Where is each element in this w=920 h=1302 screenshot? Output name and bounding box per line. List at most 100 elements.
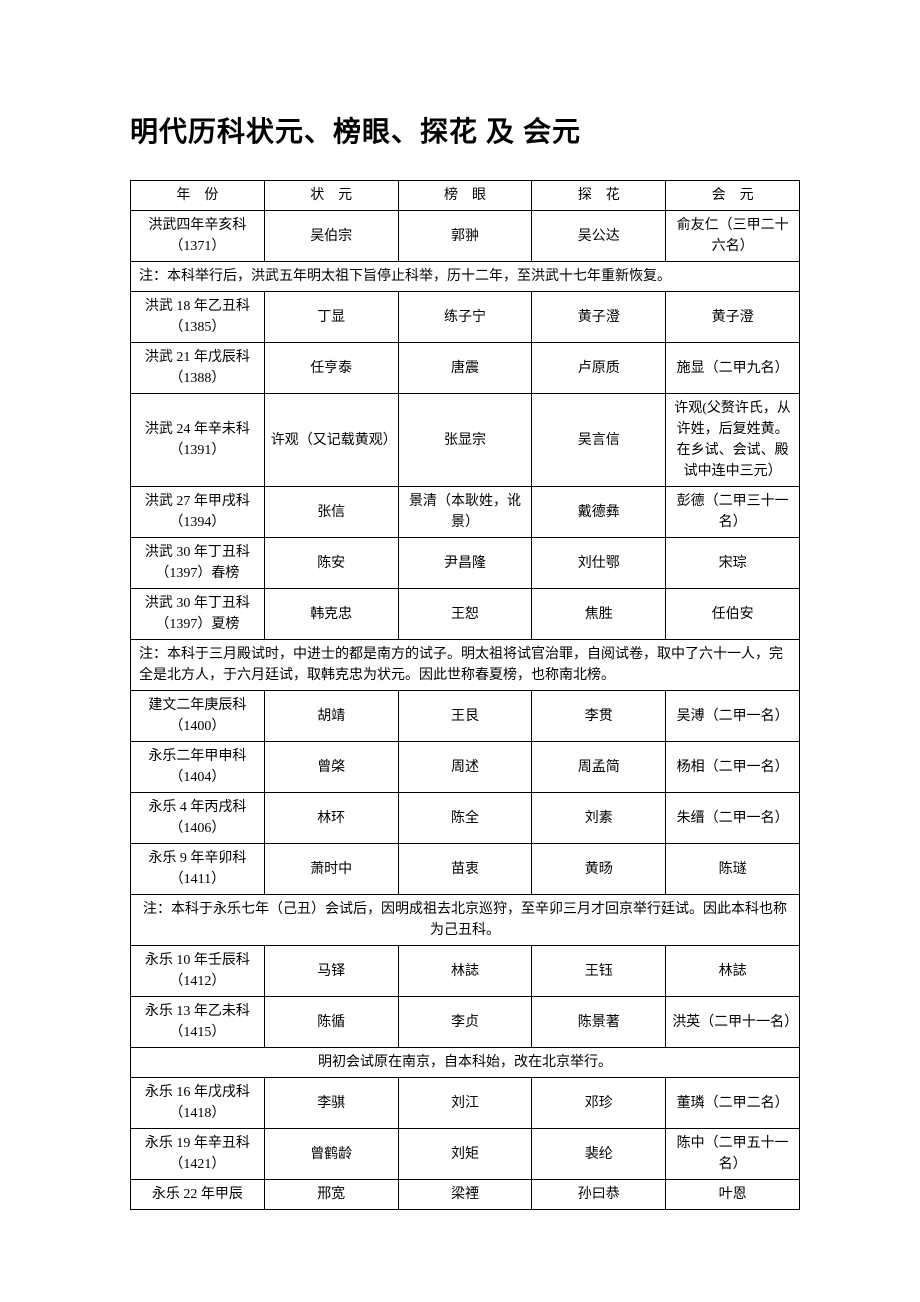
cell-tanhua: 陈景著	[532, 997, 666, 1048]
cell-bangyan: 郭翀	[398, 211, 532, 262]
table-row: 洪武 30 年丁丑科（1397）春榜陈安尹昌隆刘仕鄂宋琮	[131, 538, 800, 589]
cell-huiyuan: 叶恩	[666, 1180, 800, 1210]
cell-tanhua: 李贯	[532, 691, 666, 742]
cell-bangyan: 周述	[398, 742, 532, 793]
cell-year: 永乐 13 年乙未科（1415）	[131, 997, 265, 1048]
cell-huiyuan: 任伯安	[666, 589, 800, 640]
cell-zhuangyuan: 韩克忠	[264, 589, 398, 640]
cell-huiyuan: 施显（二甲九名）	[666, 343, 800, 394]
cell-zhuangyuan: 陈安	[264, 538, 398, 589]
cell-huiyuan: 宋琮	[666, 538, 800, 589]
cell-bangyan: 刘江	[398, 1078, 532, 1129]
table-row: 永乐二年甲申科（1404）曾棨周述周孟简杨相（二甲一名）	[131, 742, 800, 793]
cell-zhuangyuan: 曾鹤龄	[264, 1129, 398, 1180]
note-cell: 注：本科于永乐七年（己丑）会试后，因明成祖去北京巡狩，至辛卯三月才回京举行廷试。…	[131, 895, 800, 946]
cell-year: 洪武 24 年辛未科（1391）	[131, 394, 265, 487]
cell-bangyan: 唐震	[398, 343, 532, 394]
table-row: 明初会试原在南京，自本科始，改在北京举行。	[131, 1048, 800, 1078]
table-row: 注：本科举行后，洪武五年明太祖下旨停止科举，历十二年，至洪武十七年重新恢复。	[131, 262, 800, 292]
cell-bangyan: 景清（本耿姓，讹景）	[398, 487, 532, 538]
table-row: 永乐 9 年辛卯科（1411）萧时中苗衷黄旸陈璲	[131, 844, 800, 895]
cell-year: 永乐 4 年丙戌科（1406）	[131, 793, 265, 844]
table-row: 永乐 19 年辛丑科（1421）曾鹤龄刘矩裴纶陈中（二甲五十一名）	[131, 1129, 800, 1180]
cell-year: 洪武 18 年乙丑科（1385）	[131, 292, 265, 343]
cell-bangyan: 王恕	[398, 589, 532, 640]
cell-huiyuan: 董璘（二甲二名）	[666, 1078, 800, 1129]
table-row: 永乐 10 年壬辰科（1412）马铎林誌王钰林誌	[131, 946, 800, 997]
cell-tanhua: 孙曰恭	[532, 1180, 666, 1210]
cell-tanhua: 邓珍	[532, 1078, 666, 1129]
page-title: 明代历科状元、榜眼、探花 及 会元	[130, 110, 800, 150]
cell-tanhua: 裴纶	[532, 1129, 666, 1180]
cell-huiyuan: 陈璲	[666, 844, 800, 895]
cell-bangyan: 苗衷	[398, 844, 532, 895]
cell-year: 永乐二年甲申科（1404）	[131, 742, 265, 793]
cell-tanhua: 戴德彝	[532, 487, 666, 538]
cell-tanhua: 吴公达	[532, 211, 666, 262]
cell-year: 永乐 9 年辛卯科（1411）	[131, 844, 265, 895]
cell-huiyuan: 洪英（二甲十一名）	[666, 997, 800, 1048]
cell-zhuangyuan: 胡靖	[264, 691, 398, 742]
cell-huiyuan: 林誌	[666, 946, 800, 997]
cell-zhuangyuan: 林环	[264, 793, 398, 844]
cell-bangyan: 张显宗	[398, 394, 532, 487]
cell-year: 洪武 30 年丁丑科（1397）夏榜	[131, 589, 265, 640]
cell-year: 永乐 10 年壬辰科（1412）	[131, 946, 265, 997]
cell-zhuangyuan: 任亨泰	[264, 343, 398, 394]
cell-bangyan: 练子宁	[398, 292, 532, 343]
cell-tanhua: 黄旸	[532, 844, 666, 895]
cell-bangyan: 刘矩	[398, 1129, 532, 1180]
cell-tanhua: 刘素	[532, 793, 666, 844]
header-huiyuan: 会 元	[666, 181, 800, 211]
table-row: 洪武 18 年乙丑科（1385）丁显练子宁黄子澄黄子澄	[131, 292, 800, 343]
note-cell: 明初会试原在南京，自本科始，改在北京举行。	[131, 1048, 800, 1078]
cell-zhuangyuan: 张信	[264, 487, 398, 538]
table-row: 永乐 16 年戊戌科（1418）李骐刘江邓珍董璘（二甲二名）	[131, 1078, 800, 1129]
cell-tanhua: 刘仕鄂	[532, 538, 666, 589]
cell-tanhua: 焦胜	[532, 589, 666, 640]
table-row: 洪武 27 年甲戌科（1394）张信景清（本耿姓，讹景）戴德彝彭德（二甲三十一名…	[131, 487, 800, 538]
cell-huiyuan: 陈中（二甲五十一名）	[666, 1129, 800, 1180]
exam-table: 年 份 状 元 榜 眼 探 花 会 元 洪武四年辛亥科（1371）吴伯宗郭翀吴公…	[130, 180, 800, 1210]
cell-tanhua: 吴言信	[532, 394, 666, 487]
cell-huiyuan: 黄子澄	[666, 292, 800, 343]
cell-year: 永乐 16 年戊戌科（1418）	[131, 1078, 265, 1129]
table-row: 永乐 13 年乙未科（1415）陈循李贞陈景著洪英（二甲十一名）	[131, 997, 800, 1048]
cell-bangyan: 王艮	[398, 691, 532, 742]
cell-year: 永乐 22 年甲辰	[131, 1180, 265, 1210]
cell-bangyan: 林誌	[398, 946, 532, 997]
cell-tanhua: 王钰	[532, 946, 666, 997]
header-zhuangyuan: 状 元	[264, 181, 398, 211]
cell-zhuangyuan: 许观（又记载黄观）	[264, 394, 398, 487]
header-row: 年 份 状 元 榜 眼 探 花 会 元	[131, 181, 800, 211]
cell-huiyuan: 俞友仁（三甲二十六名）	[666, 211, 800, 262]
cell-huiyuan: 许观(父赘许氏，从许姓，后复姓黄。在乡试、会试、殿试中连中三元）	[666, 394, 800, 487]
cell-zhuangyuan: 马铎	[264, 946, 398, 997]
cell-zhuangyuan: 萧时中	[264, 844, 398, 895]
cell-zhuangyuan: 丁显	[264, 292, 398, 343]
header-year: 年 份	[131, 181, 265, 211]
table-row: 洪武 24 年辛未科（1391）许观（又记载黄观）张显宗吴言信许观(父赘许氏，从…	[131, 394, 800, 487]
cell-zhuangyuan: 吴伯宗	[264, 211, 398, 262]
table-row: 洪武 30 年丁丑科（1397）夏榜韩克忠王恕焦胜任伯安	[131, 589, 800, 640]
table-row: 洪武四年辛亥科（1371）吴伯宗郭翀吴公达俞友仁（三甲二十六名）	[131, 211, 800, 262]
header-tanhua: 探 花	[532, 181, 666, 211]
cell-tanhua: 周孟简	[532, 742, 666, 793]
table-row: 注：本科于三月殿试时，中进士的都是南方的试子。明太祖将试官治罪，自阅试卷，取中了…	[131, 640, 800, 691]
cell-huiyuan: 彭德（二甲三十一名）	[666, 487, 800, 538]
cell-year: 洪武 30 年丁丑科（1397）春榜	[131, 538, 265, 589]
note-cell: 注：本科举行后，洪武五年明太祖下旨停止科举，历十二年，至洪武十七年重新恢复。	[131, 262, 800, 292]
table-row: 注：本科于永乐七年（己丑）会试后，因明成祖去北京巡狩，至辛卯三月才回京举行廷试。…	[131, 895, 800, 946]
cell-huiyuan: 杨相（二甲一名）	[666, 742, 800, 793]
cell-year: 建文二年庚辰科（1400）	[131, 691, 265, 742]
cell-year: 永乐 19 年辛丑科（1421）	[131, 1129, 265, 1180]
cell-year: 洪武 27 年甲戌科（1394）	[131, 487, 265, 538]
table-row: 洪武 21 年戊辰科（1388）任亨泰唐震卢原质施显（二甲九名）	[131, 343, 800, 394]
cell-tanhua: 卢原质	[532, 343, 666, 394]
cell-bangyan: 李贞	[398, 997, 532, 1048]
cell-tanhua: 黄子澄	[532, 292, 666, 343]
table-row: 永乐 22 年甲辰邢宽梁禋孙曰恭叶恩	[131, 1180, 800, 1210]
cell-zhuangyuan: 李骐	[264, 1078, 398, 1129]
cell-bangyan: 陈全	[398, 793, 532, 844]
cell-zhuangyuan: 曾棨	[264, 742, 398, 793]
